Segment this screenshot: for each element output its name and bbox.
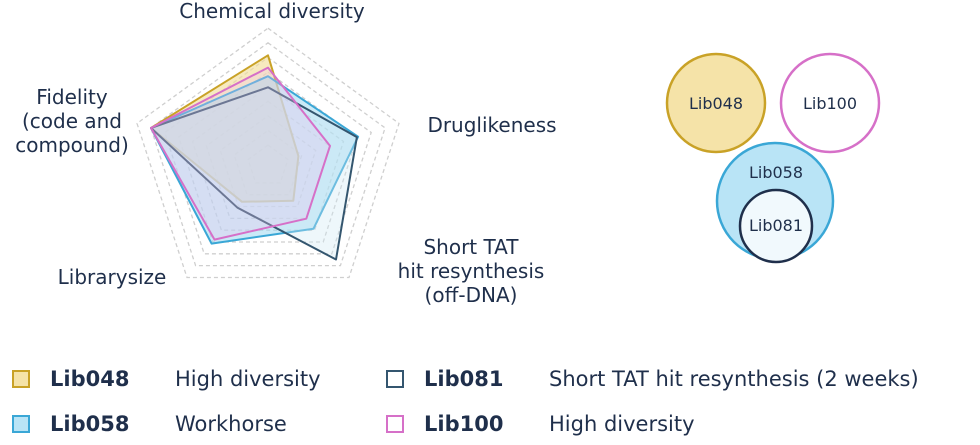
- radar-axis-label: Short TAT: [423, 235, 519, 259]
- radar-axis-label: hit resynthesis: [398, 259, 545, 283]
- radar-grid-ring: [164, 56, 372, 255]
- radar-grid-ring: [136, 27, 400, 279]
- legend-item-lib100: Lib100 High diversity: [386, 409, 695, 439]
- radar-series-lib100: [150, 66, 331, 241]
- legend-desc-lib081: Short TAT hit resynthesis (2 weeks): [549, 367, 919, 391]
- legend-desc-lib100: High diversity: [549, 412, 695, 436]
- venn-label-lib100: Lib100: [803, 94, 857, 113]
- radar-axis-label: (code and: [22, 109, 122, 133]
- legend-name-lib100: Lib100: [424, 412, 504, 436]
- venn-circle-lib100: [779, 52, 881, 154]
- radar-grid-ring: [150, 41, 386, 267]
- radar-axis-label: (off-DNA): [425, 283, 518, 307]
- venn-label-lib081: Lib081: [749, 216, 803, 235]
- legend-name-lib081: Lib081: [424, 367, 504, 391]
- legend-swatch-lib048: [12, 370, 30, 388]
- legend-swatch-lib058: [12, 415, 30, 433]
- legend-desc-lib058: Workhorse: [175, 412, 287, 436]
- radar-axis-label: Fidelity: [36, 85, 108, 109]
- legend-name-lib058: Lib058: [50, 412, 130, 436]
- legend-desc-lib048: High diversity: [175, 367, 321, 391]
- radar-axis-label: compound): [15, 133, 129, 157]
- radar-axis-label: Druglikeness: [427, 113, 556, 137]
- radar-axis-label: Librarysize: [58, 265, 167, 289]
- venn-circle-lib048: [665, 52, 767, 154]
- legend-item-lib081: Lib081 Short TAT hit resynthesis (2 week…: [386, 364, 919, 394]
- radar-series-lib058: [150, 75, 360, 245]
- legend-item-lib048: Lib048 High diversity: [12, 364, 321, 394]
- venn-label-lib058: Lib058: [749, 163, 803, 182]
- venn-circle-lib081: [738, 188, 814, 264]
- legend-name-lib048: Lib048: [50, 367, 130, 391]
- radar-axis-label: Chemical diversity: [179, 0, 365, 23]
- radar-series-lib081: [150, 86, 358, 261]
- venn-diagram: Lib048 Lib100 Lib058 Lib081: [665, 52, 881, 264]
- radar-axis-labels: Chemical diversity Druglikeness Short TATh…: [15, 0, 556, 307]
- legend-swatch-lib081: [386, 370, 404, 388]
- radar-series-layer: [150, 54, 360, 261]
- legend-item-lib058: Lib058 Workhorse: [12, 409, 287, 439]
- venn-label-lib048: Lib048: [689, 94, 743, 113]
- legend-swatch-lib100: [386, 415, 404, 433]
